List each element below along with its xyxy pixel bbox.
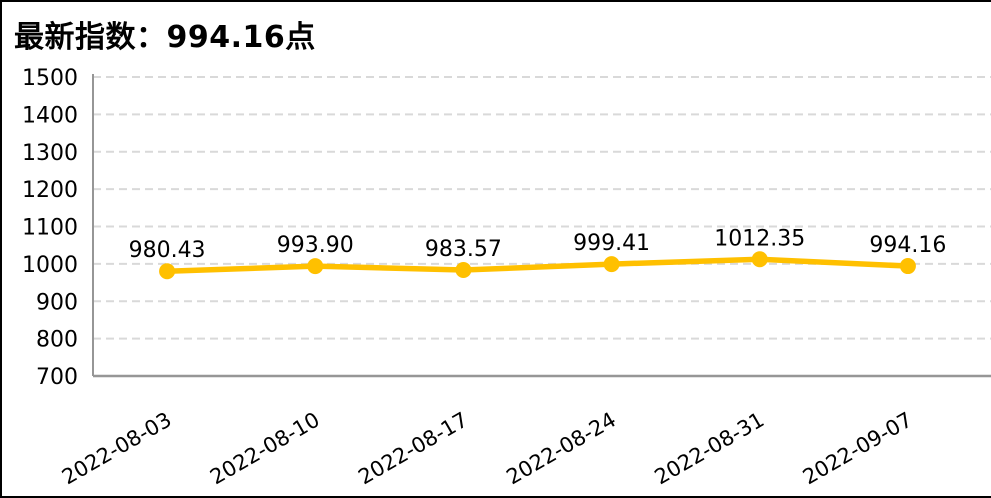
y-tick-label: 1000 bbox=[22, 253, 78, 278]
y-tick-label: 900 bbox=[36, 290, 78, 315]
data-point-marker bbox=[603, 256, 620, 273]
y-tick-label: 1400 bbox=[22, 103, 78, 128]
x-tick-label: 2022-08-17 bbox=[354, 408, 472, 490]
series-line bbox=[164, 256, 911, 274]
y-tick-label: 1300 bbox=[22, 141, 78, 166]
data-point-marker bbox=[307, 258, 324, 275]
x-tick-label: 2022-08-31 bbox=[651, 408, 769, 490]
data-label: 999.41 bbox=[573, 231, 650, 256]
x-tick-label: 2022-08-10 bbox=[206, 408, 324, 490]
data-point-marker bbox=[899, 258, 916, 275]
chart-title: 最新指数：994.16点 bbox=[14, 20, 316, 55]
data-point-marker bbox=[159, 263, 176, 280]
x-tick-label: 2022-09-07 bbox=[799, 408, 917, 490]
y-tick-label: 1500 bbox=[22, 66, 78, 91]
data-label: 983.57 bbox=[425, 237, 502, 262]
data-label: 1012.35 bbox=[714, 226, 805, 251]
y-tick-label: 1100 bbox=[22, 216, 78, 241]
data-label: 994.16 bbox=[869, 233, 946, 258]
data-label: 980.43 bbox=[129, 238, 206, 263]
data-point-marker bbox=[751, 251, 768, 268]
y-tick-label: 1200 bbox=[22, 178, 78, 203]
x-tick-label: 2022-08-24 bbox=[502, 408, 620, 490]
x-tick-label: 2022-08-03 bbox=[58, 408, 176, 490]
data-point-marker bbox=[455, 262, 472, 279]
data-label: 993.90 bbox=[277, 233, 354, 258]
y-tick-label: 800 bbox=[36, 328, 78, 353]
y-tick-label: 700 bbox=[36, 365, 78, 390]
